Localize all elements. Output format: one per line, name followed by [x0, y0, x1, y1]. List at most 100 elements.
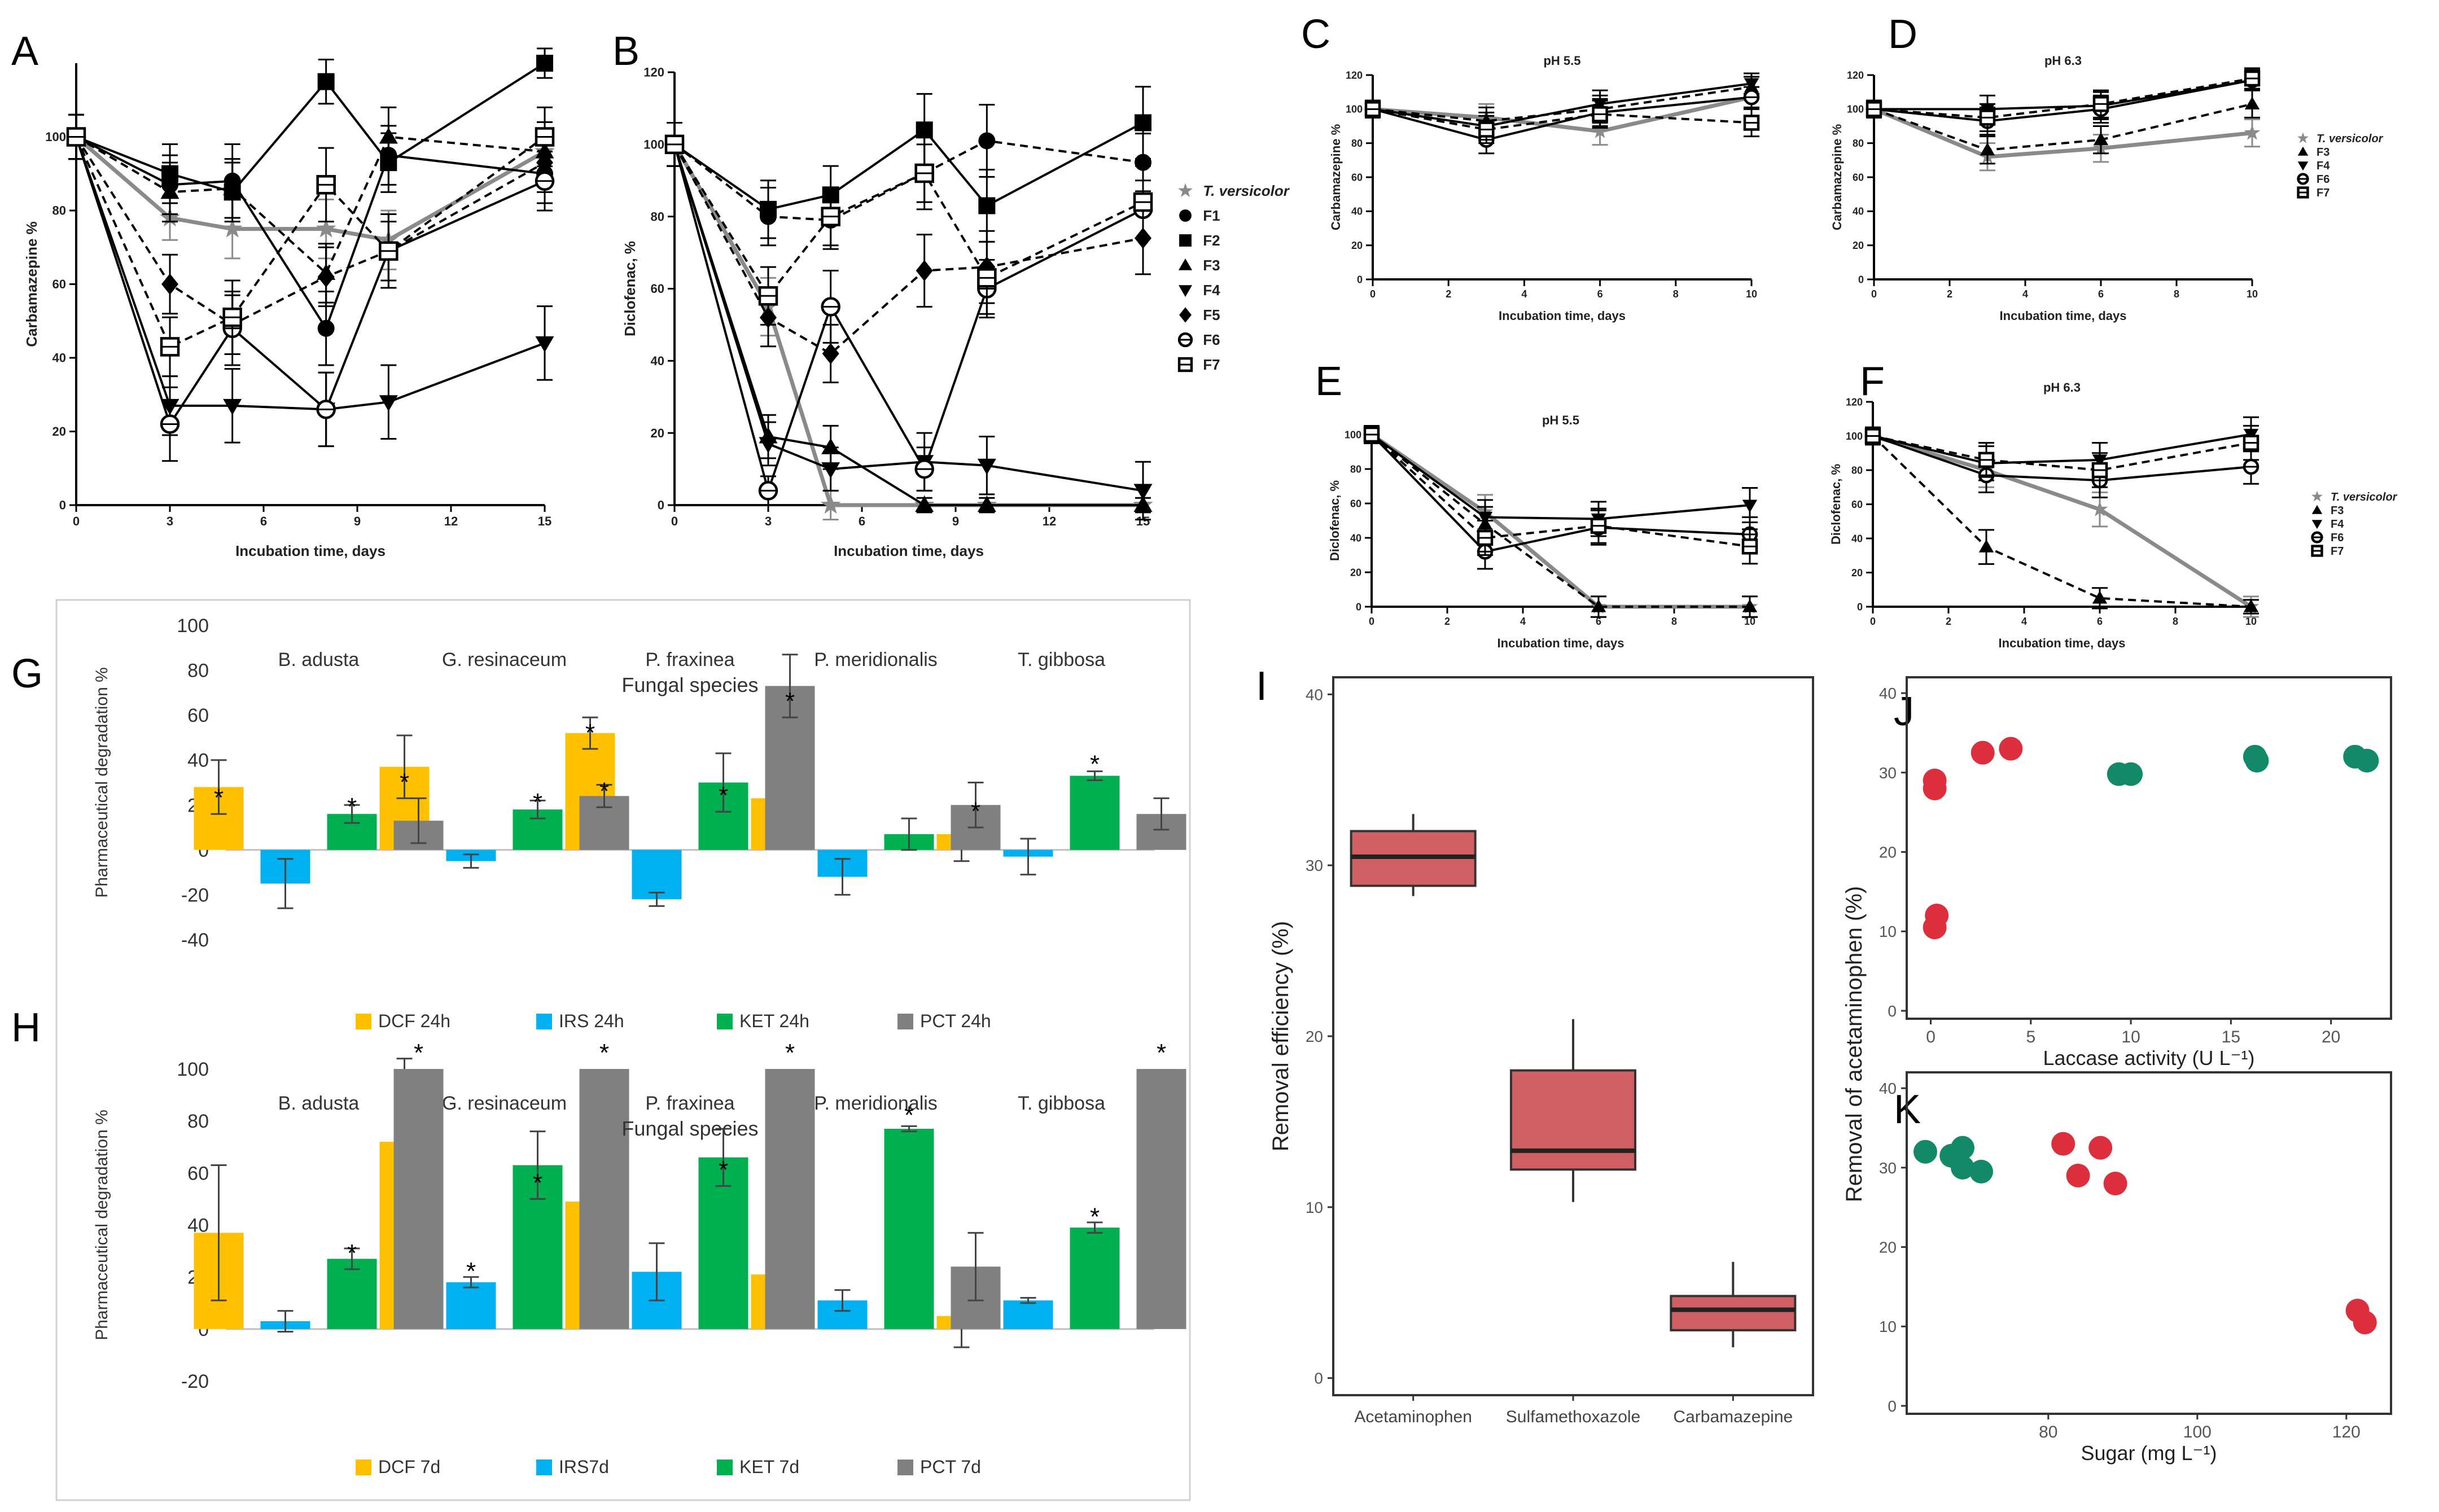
data-point — [1364, 101, 1381, 117]
data-point — [222, 218, 243, 238]
series-line — [1370, 433, 1750, 608]
series-line — [673, 144, 1143, 506]
data-point — [1590, 518, 1607, 534]
significance-marker: * — [466, 1257, 476, 1285]
data-point — [820, 494, 841, 514]
y-tick-label: 80 — [1851, 464, 1863, 476]
series-f2 — [68, 47, 553, 223]
data-point — [316, 400, 336, 419]
legend-label: F6 — [2317, 173, 2329, 186]
data-point — [317, 73, 335, 90]
series-f7 — [1864, 424, 2260, 488]
data-point — [977, 496, 996, 512]
legend-marker — [1177, 332, 1193, 348]
data-point — [2091, 462, 2108, 479]
y-tick-label: 80 — [52, 204, 66, 218]
y-tick-label: 80 — [187, 660, 209, 682]
line-chart-f: 0 20 40 60 80 100 120 0 2 4 6 8 10 Incubation time, d… — [1829, 380, 2398, 650]
data-point — [535, 336, 554, 353]
data-point — [1913, 1140, 1937, 1164]
bar — [884, 1128, 934, 1329]
data-point — [1978, 452, 1995, 468]
significance-marker: * — [585, 719, 595, 747]
data-point — [758, 481, 778, 501]
data-point — [536, 55, 553, 72]
legend-swatch — [717, 1014, 733, 1029]
y-tick-label: 20 — [1879, 844, 1897, 861]
y-tick-label: -20 — [181, 1371, 209, 1392]
series-ket-7d: * * * * * — [327, 1102, 1120, 1329]
legend-label: F3 — [1203, 257, 1220, 274]
series-pct-7d: * * * * — [393, 1039, 1186, 1329]
data-point — [1971, 740, 1995, 765]
legend-label: DCF 7d — [378, 1457, 440, 1477]
data-point — [821, 462, 840, 479]
y-tick-label: 100 — [1346, 104, 1363, 115]
legend-swatch — [897, 1460, 913, 1475]
legend-label: DCF 24h — [378, 1011, 450, 1031]
legend-label: F2 — [1203, 232, 1220, 249]
data-point — [223, 398, 242, 415]
x-tick-label: 12 — [1043, 514, 1056, 528]
data-point — [379, 128, 398, 144]
series-line — [673, 121, 1144, 211]
y-tick-label: 20 — [1351, 240, 1363, 251]
legend-swatch — [897, 1014, 913, 1029]
series-line — [1370, 433, 1750, 548]
box-body — [1510, 1069, 1636, 1171]
x-tick-label: 0 — [671, 514, 678, 528]
series-f2 — [666, 86, 1151, 243]
legend-label: F7 — [2331, 545, 2344, 558]
data-point — [1923, 776, 1947, 800]
significance-marker: * — [971, 797, 980, 825]
bar — [1003, 1300, 1053, 1329]
legend-marker — [2311, 520, 2323, 529]
series-line — [673, 139, 1144, 222]
x-tick-label: 3 — [765, 514, 772, 528]
y-tick-label: 20 — [1853, 240, 1864, 251]
y-tick-label: -40 — [181, 930, 209, 951]
data-point — [1591, 599, 1606, 612]
data-point — [2245, 748, 2269, 773]
category-label: T. gibbosa — [1018, 1093, 1105, 1114]
series-line — [1372, 96, 1752, 141]
y-axis-label: Diclofenac, % — [621, 241, 638, 336]
x-tick-label: 2 — [1946, 616, 1951, 627]
series-t-versicolor — [1864, 426, 2260, 618]
series-line — [673, 144, 1144, 492]
legend-label: F7 — [2317, 187, 2329, 199]
y-tick-label: 40 — [1879, 1080, 1897, 1097]
data-point — [2051, 1132, 2075, 1156]
data-point — [317, 266, 335, 288]
x-tick-label: 0 — [1926, 1028, 1936, 1046]
data-point — [1592, 106, 1608, 122]
series-f4 — [1365, 72, 1759, 141]
series-line — [76, 62, 546, 194]
legend-label: F3 — [2317, 146, 2329, 159]
series-line — [673, 144, 1144, 495]
x-tick-label: 120 — [2332, 1423, 2361, 1441]
data-point — [1999, 737, 2023, 761]
y-tick-label: 10 — [1879, 1318, 1897, 1335]
data-point — [2103, 1171, 2127, 1195]
data-point — [222, 307, 242, 327]
y-tick-label: 80 — [1350, 463, 1361, 475]
line-chart-c: 0 20 40 60 80 100 120 0 2 4 6 8 10 Incubation time, d… — [1329, 54, 1760, 323]
legend: DCF 7d IRS7d KET 7d PCT 7d — [356, 1457, 981, 1477]
data-point — [821, 438, 840, 454]
legend-label: F1 — [1203, 207, 1220, 224]
legend-marker — [2311, 490, 2323, 502]
y-axis-label: Removal of acetaminophen (%) — [1842, 886, 1867, 1202]
category-label: P. meridionalis — [814, 1093, 938, 1114]
bar — [1070, 1228, 1120, 1329]
data-point — [223, 179, 242, 195]
y-tick-label: 100 — [1846, 431, 1863, 442]
panel-label-e: E — [1315, 359, 1342, 404]
data-point — [379, 395, 398, 411]
legend-swatch — [356, 1460, 371, 1475]
series-line — [672, 143, 1143, 507]
series-line — [75, 135, 546, 349]
series-f6 — [1866, 69, 2261, 136]
